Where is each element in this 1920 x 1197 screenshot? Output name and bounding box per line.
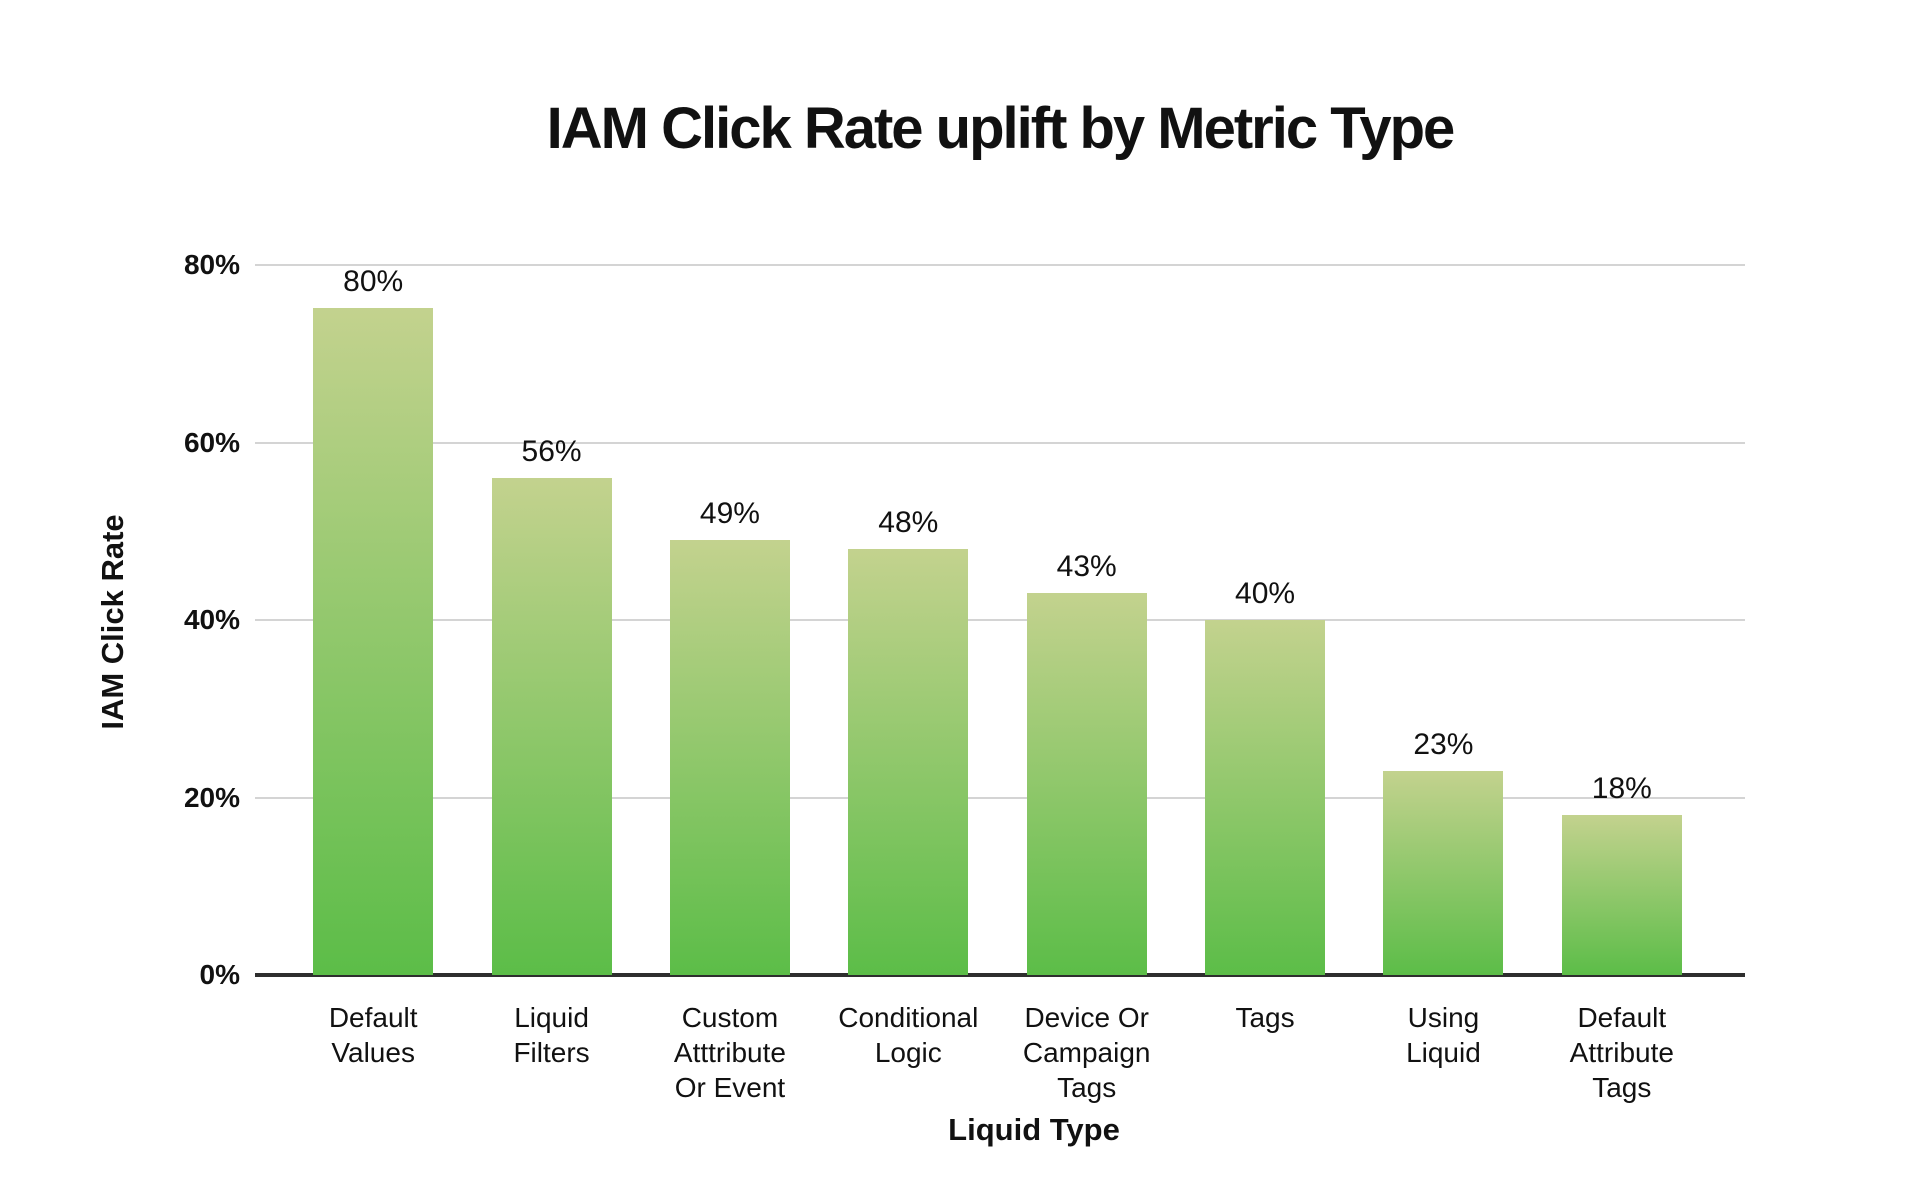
y-axis-title: IAM Click Rate	[95, 514, 130, 730]
plot-area: 0% 20% 40% 60% 80% 80% 56% 49% 48% 43% 40% 23% 18%	[184, 249, 1745, 990]
gridline-20	[255, 796, 1745, 799]
bar-slot-4: 43%	[998, 265, 1176, 975]
bar-3	[848, 549, 969, 975]
bar-slot-5: 40%	[1176, 265, 1354, 975]
x-axis-line	[255, 973, 1745, 977]
category-label-0: Default Values	[328, 1002, 418, 1068]
y-tick-label-0: 0%	[199, 959, 240, 990]
bars-row: 80% 56% 49% 48% 43% 40% 23% 18%	[284, 265, 1711, 975]
category-label-5: Tags	[1235, 1002, 1295, 1033]
bar-slot-7: 18%	[1533, 265, 1711, 975]
category-label-2: Custom Atttribute Or Event	[673, 1002, 786, 1103]
bar-slot-6: 23%	[1354, 265, 1532, 975]
bar-value-label-3: 48%	[878, 506, 939, 539]
bar-1	[491, 478, 612, 975]
gridline-80	[255, 264, 1745, 266]
y-tick-label-80: 80%	[183, 249, 240, 280]
bar-value-label-1: 56%	[521, 435, 582, 468]
category-label-1: Liquid Filters	[513, 1002, 590, 1068]
bar-0	[313, 308, 434, 975]
bar-value-label-0: 80%	[343, 265, 404, 298]
y-tick-label-20: 20%	[183, 781, 240, 813]
bar-slot-1: 56%	[462, 265, 640, 975]
bar-4	[1026, 593, 1147, 975]
bar-6	[1383, 770, 1504, 975]
category-label-4: Device Or Campaign Tags	[1022, 1002, 1151, 1103]
bar-slot-2: 49%	[641, 265, 819, 975]
category-labels-row: Default Values Liquid Filters Custom Atttr…	[284, 1000, 1711, 1105]
bar-slot-0: 80%	[284, 265, 462, 975]
chart-title: IAM Click Rate uplift by Metric Type	[546, 96, 1456, 161]
bar-value-label-6: 23%	[1413, 727, 1474, 761]
gridlines	[255, 264, 1745, 975]
y-tick-label-60: 60%	[183, 426, 240, 458]
bar-slot-3: 48%	[819, 265, 997, 975]
gridline-60	[255, 441, 1745, 444]
category-label-6: Using Liquid	[1406, 1002, 1481, 1068]
bar-value-label-2: 49%	[699, 497, 760, 531]
y-tick-label-40: 40%	[183, 604, 240, 635]
gridline-40	[255, 619, 1745, 621]
x-axis-title: Liquid Type	[948, 1112, 1120, 1147]
bar-value-label-5: 40%	[1235, 577, 1296, 610]
bar-value-label-7: 18%	[1591, 772, 1652, 806]
bar-value-label-4: 43%	[1056, 550, 1117, 584]
bar-2	[669, 540, 790, 975]
bar-7	[1561, 815, 1682, 975]
bar-5	[1205, 620, 1326, 975]
y-tick-labels: 0% 20% 40% 60% 80%	[184, 249, 1745, 990]
category-label-7: Default Attribute Tags	[1569, 1002, 1674, 1103]
category-label-3: Conditional Logic	[838, 1002, 979, 1068]
